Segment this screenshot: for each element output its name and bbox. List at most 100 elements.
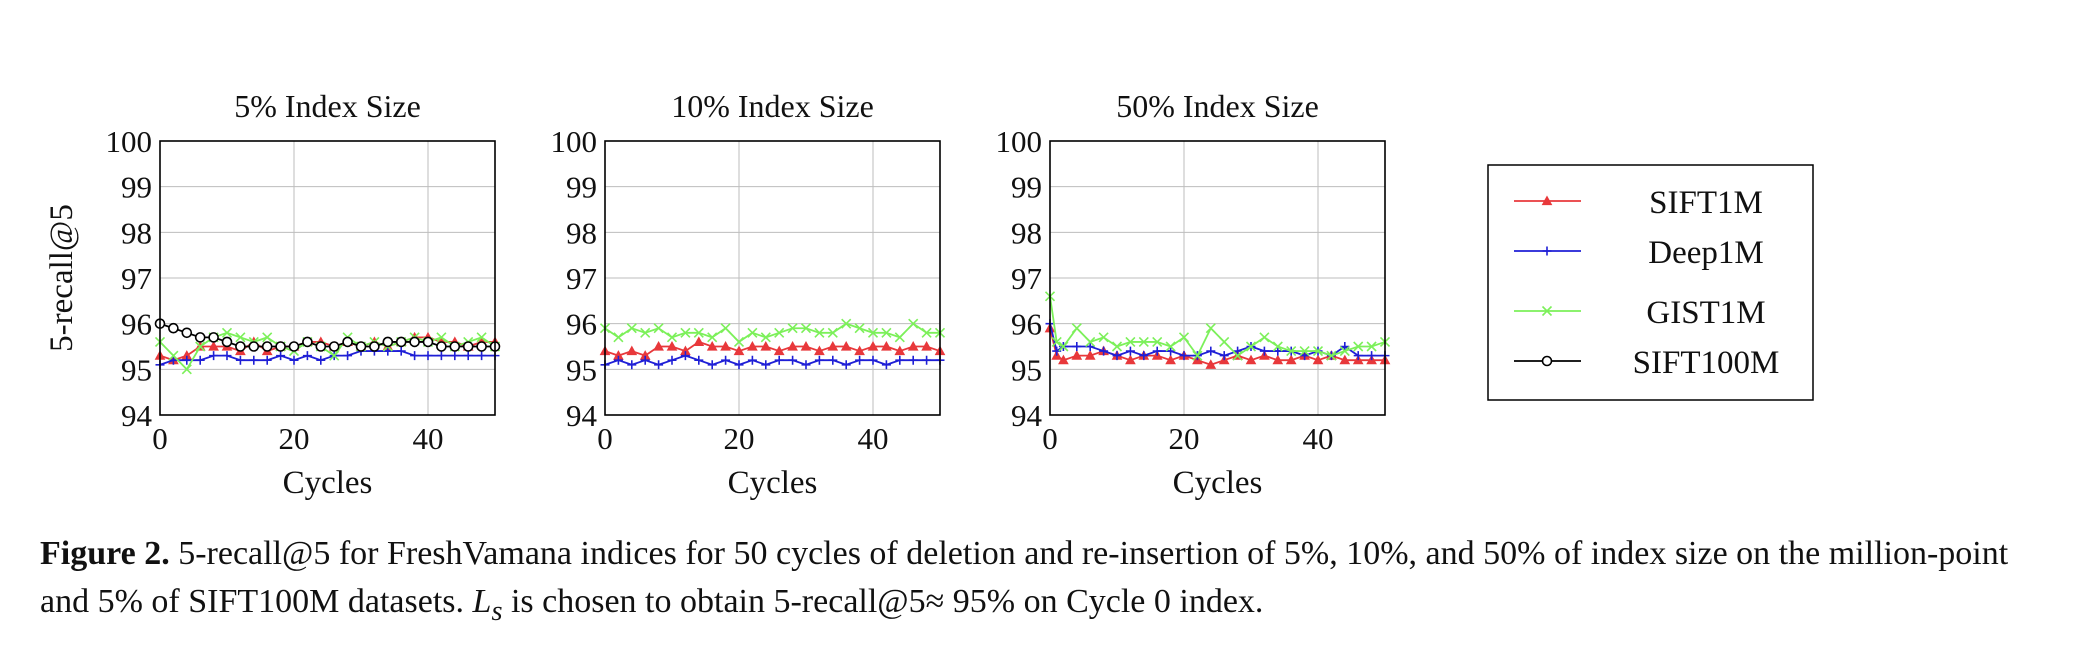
data-point-deep1m (801, 360, 811, 370)
y-tick-label: 95 (566, 352, 597, 387)
data-point-sift1m (827, 340, 839, 351)
plots-svg: 94 95 96 97 98 99 100 0 20 40 5% Index Size Cycles 9… (44, 88, 1814, 501)
y-tick-label: 96 (566, 307, 597, 342)
data-point-gist1m (262, 332, 273, 343)
data-point-deep1m (396, 346, 406, 356)
data-point-sift1m (1084, 350, 1096, 360)
y-tick-label: 95 (121, 352, 152, 387)
y-tick-label: 97 (1011, 261, 1042, 296)
data-point-gist1m (747, 327, 758, 338)
data-point-deep1m (182, 355, 192, 365)
data-point-deep1m (1072, 342, 1082, 351)
data-point-deep1m (1219, 351, 1229, 361)
data-point-sift1m (1245, 354, 1257, 365)
data-point-sift100m (275, 341, 286, 352)
data-point-gist1m (881, 327, 892, 338)
data-point-deep1m (694, 355, 704, 365)
data-point-gist1m (854, 323, 865, 334)
data-point-deep1m (895, 355, 905, 365)
data-point-deep1m (747, 355, 757, 365)
data-point-deep1m (235, 355, 245, 365)
data-point-sift1m (1165, 354, 1176, 365)
legend-label: GIST1M (1646, 295, 1765, 331)
y-tick-label: 99 (566, 170, 597, 205)
data-point-sift100m (288, 341, 300, 352)
data-point-deep1m (383, 346, 393, 356)
data-point-gist1m (693, 327, 704, 338)
data-point-deep1m (1099, 346, 1109, 356)
data-point-gist1m (1286, 346, 1297, 357)
data-point-gist1m (1339, 346, 1350, 357)
data-point-deep1m (222, 351, 232, 361)
data-point-sift100m (369, 341, 380, 352)
data-point-sift100m (235, 341, 246, 352)
data-point-sift1m (1205, 359, 1217, 369)
legend-label: SIFT100M (1633, 345, 1780, 381)
legend-marker-sift1m (1541, 195, 1553, 206)
data-point-gist1m (921, 327, 932, 338)
data-point-deep1m (477, 351, 487, 361)
data-point-deep1m (316, 355, 326, 365)
data-point-deep1m (881, 360, 891, 370)
y-tick-label: 100 (106, 124, 153, 159)
data-point-deep1m (1367, 351, 1377, 361)
y-tick-label: 98 (566, 215, 597, 250)
data-point-gist1m (1125, 336, 1136, 347)
data-point-sift100m (355, 341, 367, 352)
data-point-gist1m (329, 350, 340, 361)
data-point-sift1m (867, 340, 879, 351)
x-tick-label: 40 (413, 421, 444, 456)
data-point-sift1m (854, 345, 865, 356)
data-point-gist1m (1138, 336, 1149, 347)
data-point-deep1m (814, 355, 824, 365)
data-point-deep1m (410, 351, 420, 361)
data-point-sift1m (760, 340, 772, 351)
data-point-sift100m (208, 332, 219, 343)
panel-title: 10% Index Size (671, 88, 874, 124)
x-tick-label: 40 (1303, 421, 1334, 456)
data-point-gist1m (1165, 341, 1176, 352)
data-point-sift100m (395, 336, 407, 348)
y-tick-label: 94 (121, 398, 153, 433)
data-point-deep1m (680, 351, 690, 361)
data-point-gist1m (720, 323, 731, 334)
data-point-sift100m (194, 332, 206, 343)
y-tick-label: 100 (551, 124, 598, 159)
data-point-gist1m (168, 350, 179, 361)
data-point-deep1m (1340, 342, 1350, 351)
data-point-gist1m (680, 327, 691, 338)
data-point-sift1m (747, 340, 758, 351)
y-tick-label: 94 (1011, 398, 1043, 433)
data-point-gist1m (1245, 341, 1257, 352)
data-point-deep1m (1166, 346, 1176, 356)
data-point-gist1m (1205, 323, 1216, 334)
data-point-deep1m (1273, 346, 1283, 356)
data-point-sift100m (462, 341, 474, 352)
data-point-deep1m (761, 360, 771, 370)
data-point-sift100m (342, 336, 353, 348)
x-axis-label: Cycles (1173, 465, 1263, 501)
data-point-sift1m (706, 340, 718, 351)
data-point-gist1m (221, 327, 233, 338)
data-point-deep1m (734, 360, 744, 370)
data-point-deep1m (613, 355, 623, 365)
figure-caption: Figure 2. 5-recall@5 for FreshVamana ind… (40, 530, 2050, 636)
data-point-gist1m (1178, 332, 1190, 343)
data-point-gist1m (894, 332, 905, 343)
data-point-sift100m (449, 341, 461, 352)
data-point-gist1m (760, 332, 771, 343)
data-point-gist1m (1366, 341, 1377, 352)
data-point-deep1m (1179, 351, 1189, 361)
data-point-deep1m (195, 355, 205, 365)
legend-marker-deep1m (1542, 246, 1552, 256)
series-line-gist1m (604, 322, 940, 344)
data-point-deep1m (1139, 351, 1149, 361)
legend-marker-sift100m (1541, 355, 1553, 367)
series-line-gist1m (1049, 296, 1386, 358)
data-point-sift1m (666, 340, 678, 351)
x-tick-label: 0 (152, 421, 168, 456)
data-point-deep1m (868, 355, 878, 365)
data-point-sift1m (787, 340, 798, 351)
y-tick-label: 94 (566, 398, 598, 433)
